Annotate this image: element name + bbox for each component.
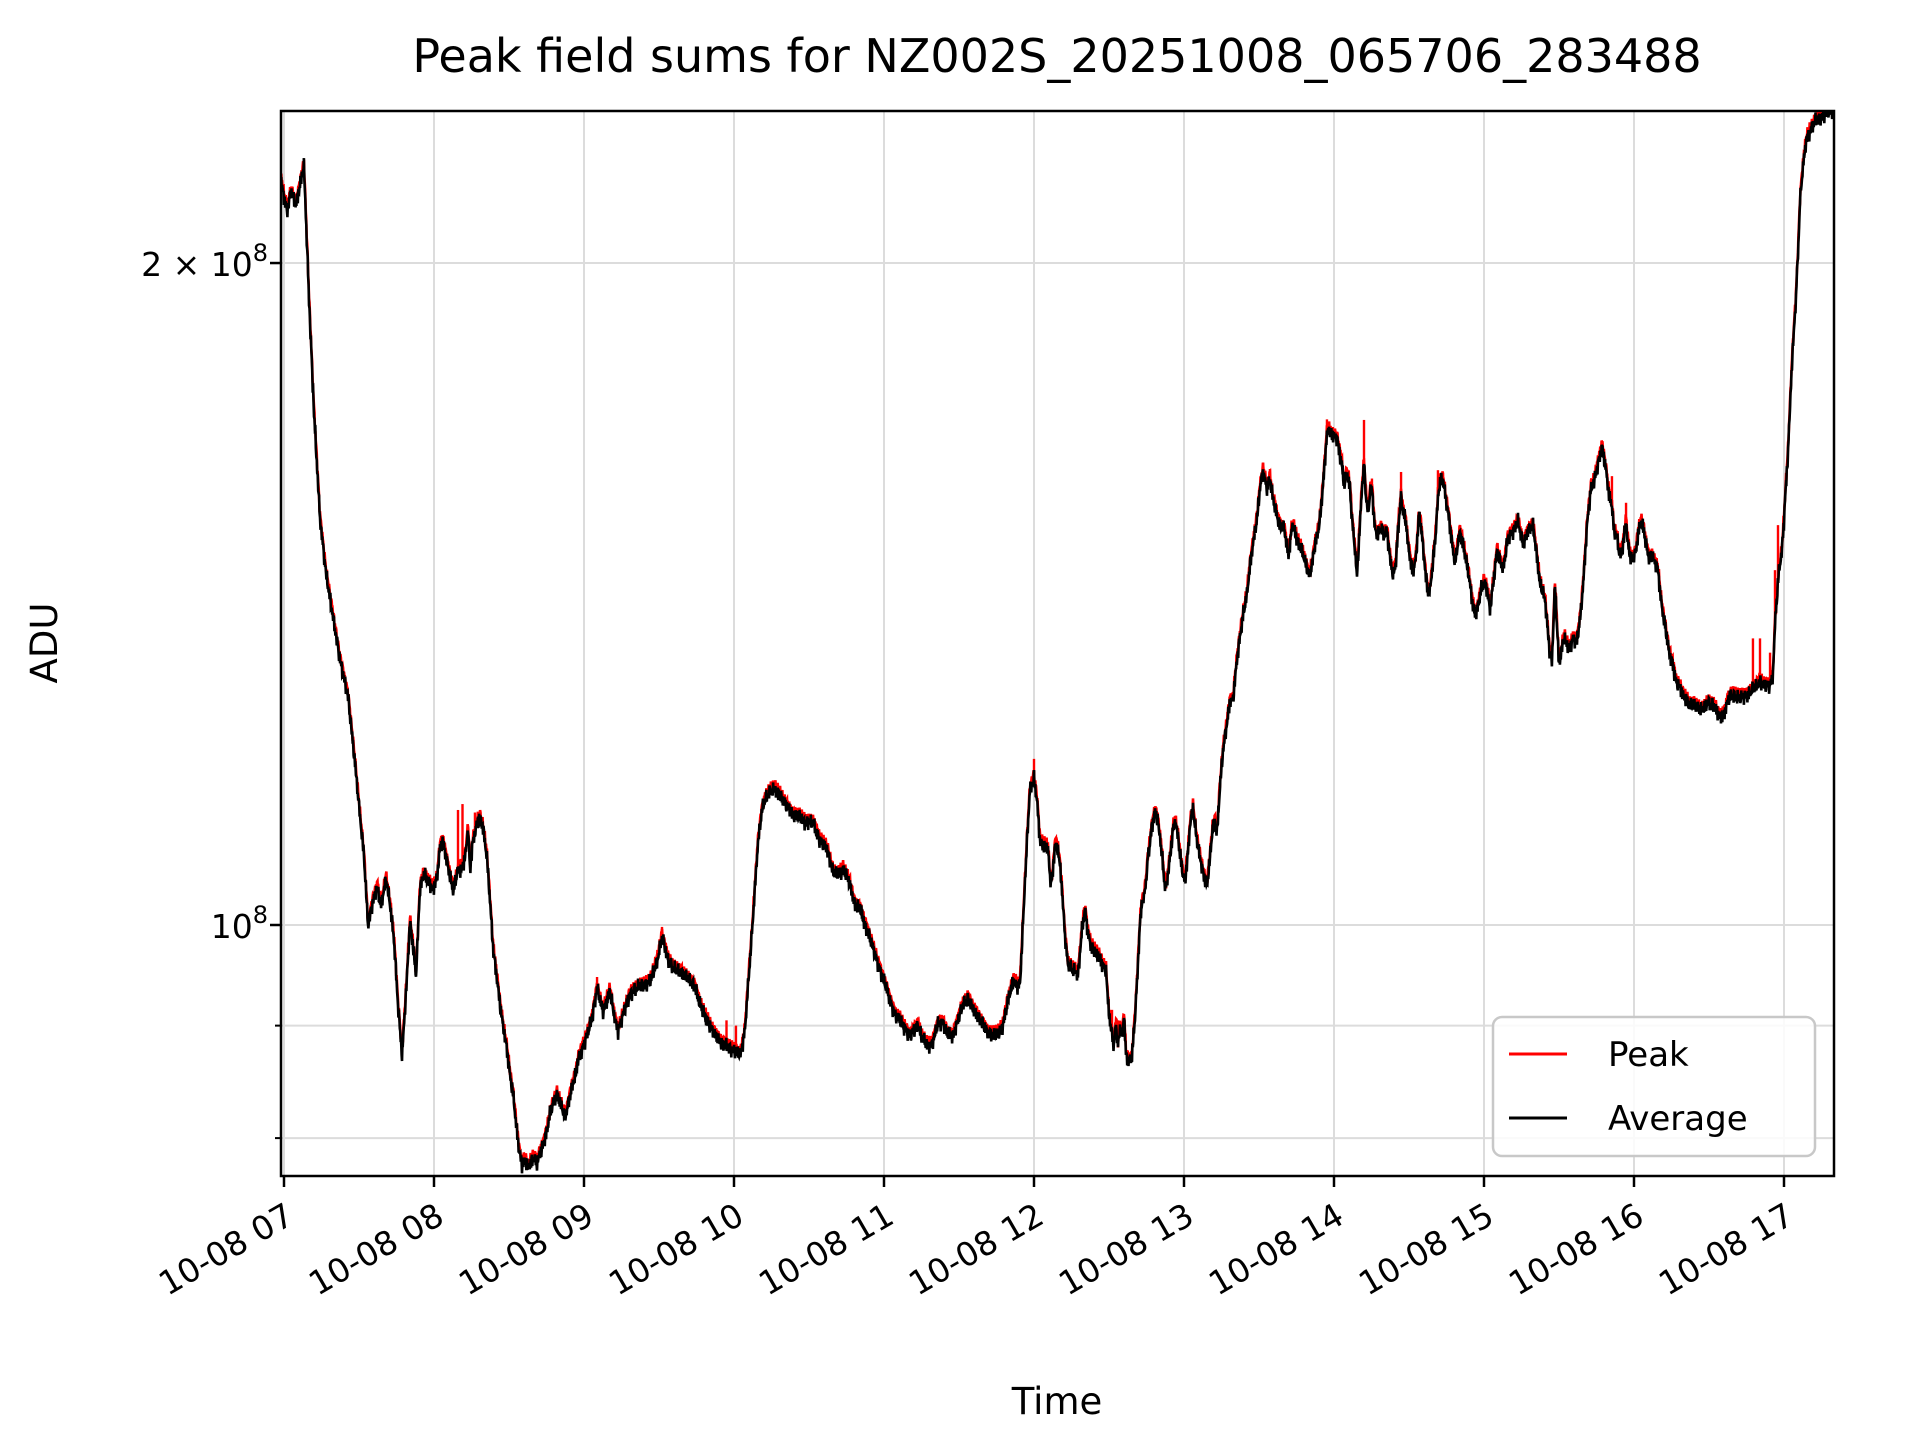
y-axis-label: ADU	[23, 603, 66, 684]
legend-label-peak: Peak	[1608, 1035, 1689, 1075]
legend-box	[1491, 1015, 1817, 1158]
tick-marks	[270, 261, 1786, 1187]
x-tick-label: 10-08 14	[1202, 1195, 1350, 1303]
peak-line	[281, 110, 1833, 1167]
y-tick-label-2e8: 2 × 108	[141, 239, 268, 284]
x-tick-label: 10-08 11	[752, 1195, 900, 1303]
x-tick-label: 10-08 12	[902, 1195, 1050, 1303]
x-tick-label: 10-08 17	[1652, 1195, 1800, 1303]
plot-border	[279, 109, 1836, 1178]
x-tick-label: 10-08 08	[302, 1195, 450, 1303]
legend: Peak Average	[1491, 1015, 1817, 1158]
x-tick-label: 10-08 09	[452, 1195, 600, 1303]
x-tick-label: 10-08 15	[1352, 1195, 1500, 1303]
data-series	[281, 110, 1834, 1174]
y-tick-label-1e8: 108	[211, 901, 268, 946]
x-tick-label: 10-08 13	[1052, 1195, 1200, 1303]
x-tick-label: 10-08 07	[152, 1195, 300, 1303]
legend-label-average: Average	[1608, 1099, 1748, 1139]
x-tick-labels: 10-08 07 10-08 08 10-08 09 10-08 10 10-08 11…	[152, 1195, 1800, 1303]
x-tick-label: 10-08 10	[602, 1195, 750, 1303]
average-line	[281, 110, 1834, 1174]
x-axis-label: Time	[1011, 1380, 1103, 1423]
chart-title: Peak field sums for NZ002S_20251008_0657…	[412, 29, 1701, 83]
x-tick-label: 10-08 16	[1502, 1195, 1650, 1303]
